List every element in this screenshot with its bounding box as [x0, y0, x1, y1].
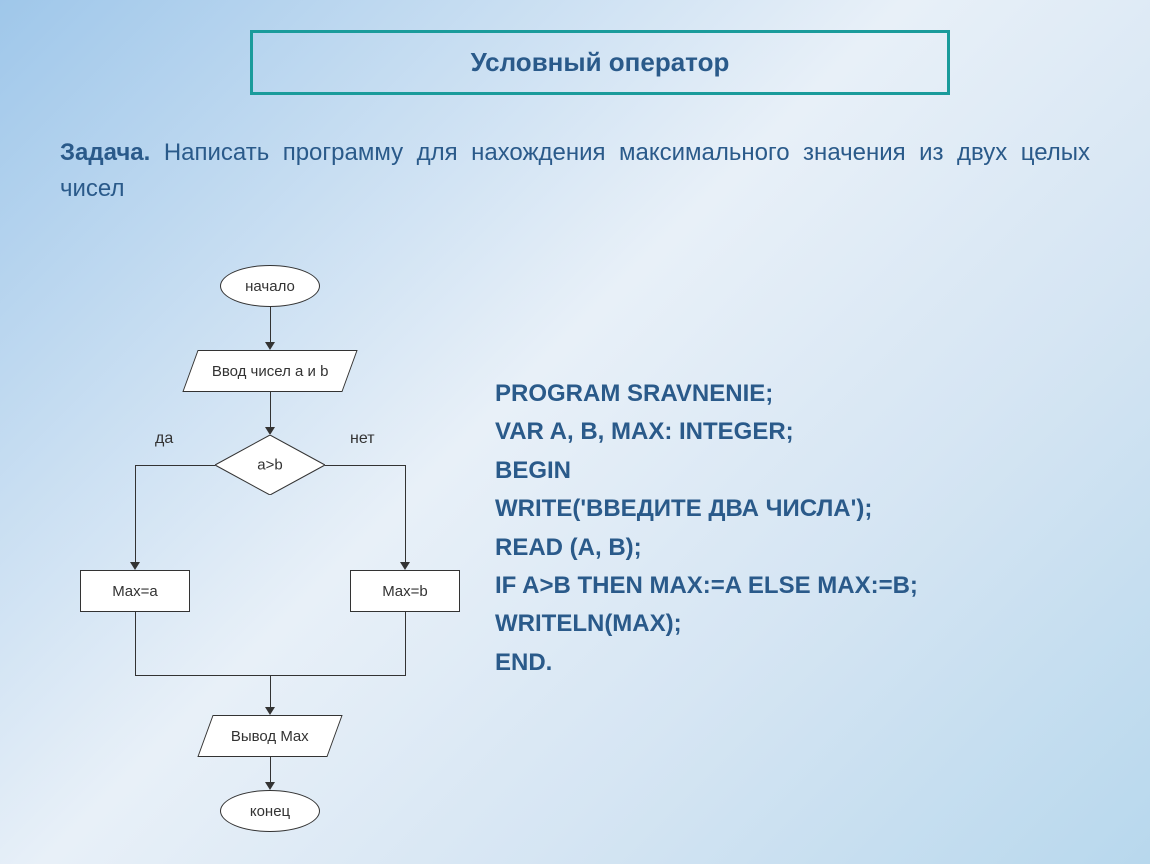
flow-edge: [405, 612, 406, 675]
flow-output-label: Вывод Max: [231, 728, 309, 745]
flow-max-b-label: Max=b: [382, 583, 427, 600]
task-body: Написать программу для нахождения максим…: [60, 139, 1090, 202]
flow-edge: [270, 675, 271, 707]
arrow-icon: [265, 427, 275, 435]
flow-edge: [135, 465, 136, 562]
flow-edge: [135, 465, 215, 466]
code-line: VAR A, B, MAX: INTEGER;: [495, 413, 918, 451]
flowchart: начало Ввод чисел a и b a>b да нет Max=a…: [70, 265, 470, 835]
code-line: PROGRAM SRAVNENIE;: [495, 375, 918, 413]
code-line: WRITELN(MAX);: [495, 605, 918, 643]
flow-edge: [270, 307, 271, 342]
flow-edge: [325, 465, 405, 466]
branch-no-label: нет: [350, 430, 375, 448]
code-line: READ (A, B);: [495, 529, 918, 567]
branch-yes-label: да: [155, 430, 173, 448]
flow-decision-label: a>b: [257, 457, 282, 474]
code-line: BEGIN: [495, 452, 918, 490]
flow-max-a: Max=a: [80, 570, 190, 612]
flow-start-label: начало: [245, 278, 295, 295]
code-block: PROGRAM SRAVNENIE; VAR A, B, MAX: INTEGE…: [495, 375, 918, 682]
task-description: Задача. Написать программу для нахождени…: [60, 135, 1090, 207]
arrow-icon: [265, 342, 275, 350]
flow-edge: [270, 757, 271, 782]
title-box: Условный оператор: [250, 30, 950, 95]
flow-end: конец: [220, 790, 320, 832]
flow-max-b: Max=b: [350, 570, 460, 612]
arrow-icon: [400, 562, 410, 570]
arrow-icon: [265, 782, 275, 790]
flow-decision: a>b: [215, 435, 325, 495]
flow-edge: [405, 465, 406, 562]
code-line: WRITE('ВВЕДИТЕ ДВА ЧИСЛА');: [495, 490, 918, 528]
flow-start: начало: [220, 265, 320, 307]
flow-input: Ввод чисел a и b: [182, 350, 357, 392]
flow-input-label: Ввод чисел a и b: [212, 363, 329, 380]
page-title: Условный оператор: [471, 47, 730, 78]
task-label: Задача.: [60, 139, 150, 166]
arrow-icon: [130, 562, 140, 570]
code-line: END.: [495, 644, 918, 682]
flow-output: Вывод Max: [197, 715, 342, 757]
flow-edge: [270, 392, 271, 427]
code-line: IF A>B THEN MAX:=A ELSE MAX:=B;: [495, 567, 918, 605]
flow-max-a-label: Max=a: [112, 583, 157, 600]
flow-edge: [135, 612, 136, 675]
arrow-icon: [265, 707, 275, 715]
flow-end-label: конец: [250, 803, 290, 820]
